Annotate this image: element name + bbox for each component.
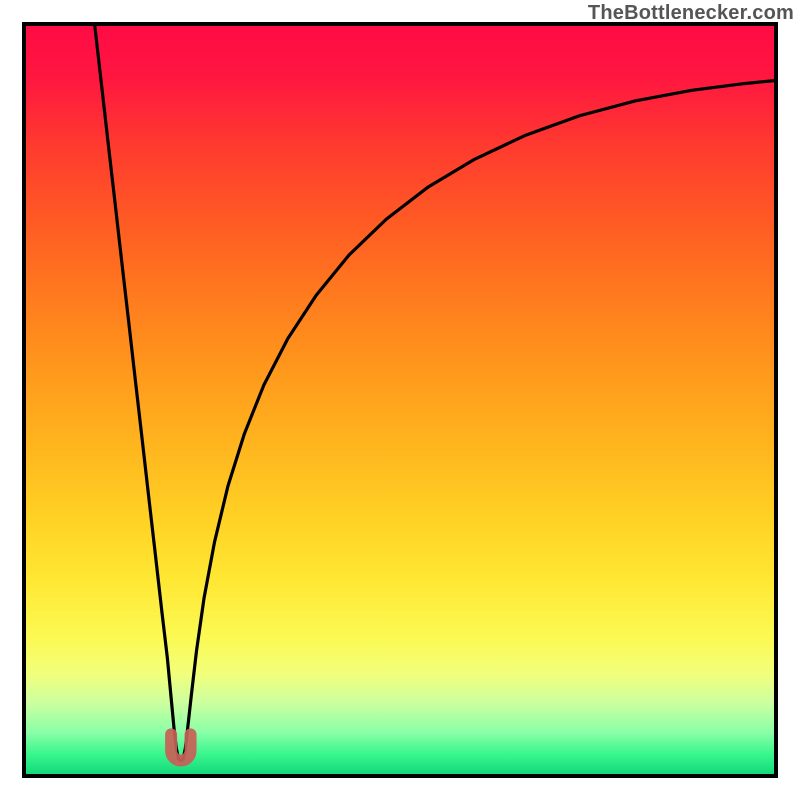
plot-svg [0, 0, 800, 800]
watermark-text: TheBottlenecker.com [588, 2, 794, 25]
chart-stage: TheBottlenecker.com [0, 0, 800, 800]
